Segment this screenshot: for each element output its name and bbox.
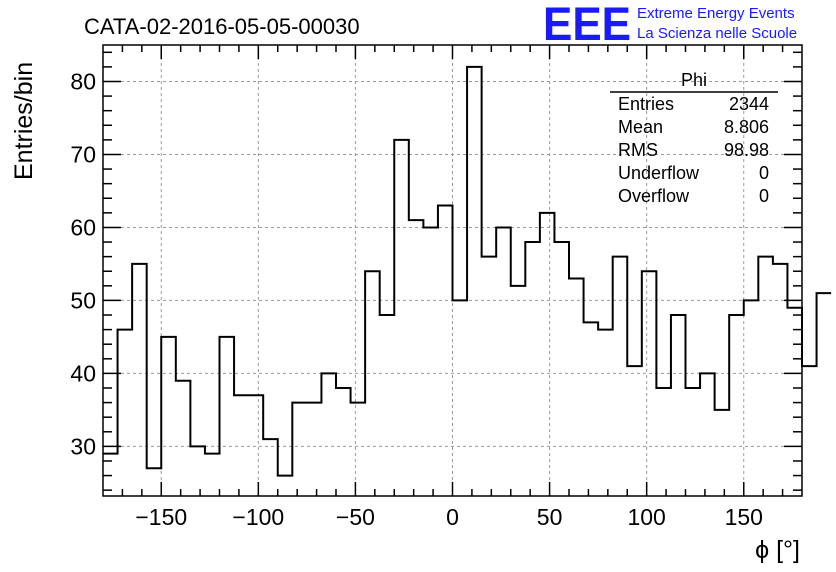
run-title: CATA-02-2016-05-05-00030 [84,14,360,39]
x-tick-label: −150 [135,504,187,530]
y-tick-label: 80 [70,68,96,94]
x-tick-label: 100 [627,504,665,530]
histogram-step-line [103,65,832,477]
y-tick-label: 40 [70,360,96,386]
y-tick-label: 50 [70,287,96,313]
eee-logo: EEE [543,0,631,50]
stats-label-mean: Mean [618,117,663,137]
x-tick-label: 50 [537,504,563,530]
stats-label-underflow: Underflow [618,163,700,183]
stats-value-rms: 98.98 [724,140,769,160]
y-tick-labels: 30 40 50 60 70 80 [70,68,96,459]
stats-label-entries: Entries [618,94,674,114]
x-tick-label: 150 [725,504,763,530]
x-tick-labels: −150 −100 −50 0 50 100 150 [135,504,763,530]
stats-value-entries: 2344 [729,94,769,114]
x-tick-label: −100 [232,504,284,530]
stats-value-mean: 8.806 [724,117,769,137]
stats-box: Phi Entries 2344 Mean 8.806 RMS 98.98 Un… [610,70,778,206]
y-tick-label: 70 [70,141,96,167]
stats-value-overflow: 0 [759,186,769,206]
org-tagline: La Scienza nelle Scuole [637,25,797,42]
y-axis-label: Entries/bin [10,62,38,180]
x-tick-label: 0 [446,504,459,530]
stats-label-rms: RMS [618,140,658,160]
stats-title: Phi [681,70,707,90]
y-tick-label: 60 [70,214,96,240]
stats-label-overflow: Overflow [618,186,690,206]
x-axis-label: ϕ [°] [755,536,800,564]
stats-rows: Entries 2344 Mean 8.806 RMS 98.98 Underf… [618,94,769,206]
y-tick-label: 30 [70,433,96,459]
stats-value-underflow: 0 [759,163,769,183]
x-tick-label: −50 [336,504,375,530]
org-name: Extreme Energy Events [637,5,795,22]
axis-ticks [103,45,802,496]
